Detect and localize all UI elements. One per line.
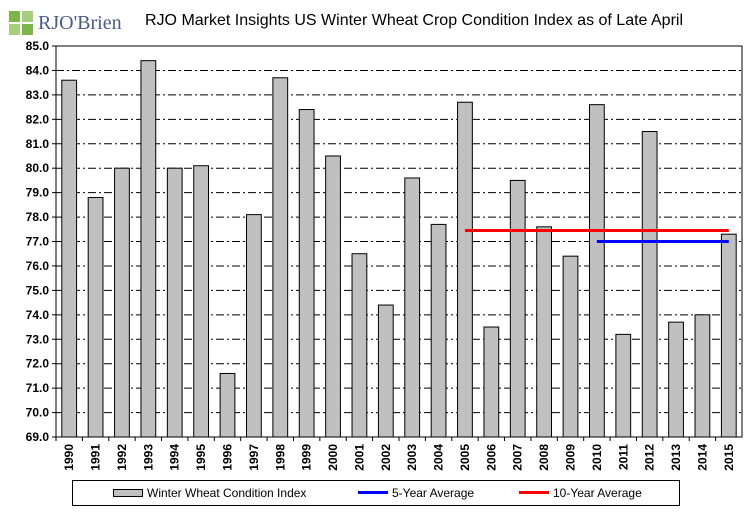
y-tick-label: 78.0 <box>26 210 50 224</box>
bar <box>140 60 157 438</box>
bar <box>720 233 737 438</box>
y-tick-label: 83.0 <box>26 88 50 102</box>
bar <box>668 321 684 438</box>
bar <box>536 226 553 438</box>
legend: Winter Wheat Condition Index 5-Year Aver… <box>72 480 680 506</box>
y-tick-label: 73.0 <box>26 332 50 346</box>
x-tick-label: 2005 <box>458 444 472 471</box>
bar <box>404 177 421 438</box>
chart-title: RJO Market Insights US Winter Wheat Crop… <box>145 12 684 29</box>
bar <box>114 167 130 438</box>
y-tick-label: 71.0 <box>26 381 50 395</box>
y-tick-label: 82.0 <box>26 112 50 126</box>
legend-swatch-bar <box>113 488 143 497</box>
bar <box>562 255 579 438</box>
bar <box>509 179 526 438</box>
y-tick-label: 85.0 <box>26 39 50 53</box>
x-tick-label: 2008 <box>537 444 551 471</box>
legend-label-bars: Winter Wheat Condition Index <box>147 485 307 500</box>
x-tick-label: 2012 <box>643 444 657 471</box>
x-tick-label: 1991 <box>89 444 103 471</box>
x-tick-label: 1994 <box>168 444 182 471</box>
x-tick-label: 1998 <box>273 444 287 471</box>
y-tick-label: 76.0 <box>26 259 50 273</box>
legend-item-10yr: 10-Year Average <box>519 485 642 501</box>
logo-mark-icon <box>9 11 33 35</box>
bar <box>377 304 394 438</box>
bar <box>351 253 368 438</box>
y-tick-label: 74.0 <box>26 308 50 322</box>
x-tick-label: 2004 <box>432 444 446 471</box>
x-tick-label: 2007 <box>511 444 525 471</box>
bar <box>219 372 236 438</box>
x-tick-label: 1996 <box>221 444 235 471</box>
bar <box>694 314 711 438</box>
bar <box>615 333 632 438</box>
legend-label-5yr: 5-Year Average <box>392 485 475 500</box>
bar <box>483 326 500 438</box>
y-tick-label: 69.0 <box>26 430 50 444</box>
legend-label-10yr: 10-Year Average <box>553 485 642 500</box>
x-tick-label: 1999 <box>300 444 314 471</box>
logo-text: RJO'Brien <box>38 12 122 34</box>
x-tick-label: 1995 <box>194 444 208 471</box>
x-tick-label: 2002 <box>379 444 393 471</box>
y-tick-label: 79.0 <box>26 186 50 200</box>
plot-border <box>55 45 743 438</box>
bar <box>325 155 341 438</box>
bar <box>430 223 447 438</box>
x-tick-label: 2011 <box>616 444 630 470</box>
x-tick-label: 2009 <box>564 444 578 471</box>
bar <box>641 131 658 438</box>
x-tick-label: 2010 <box>590 444 604 471</box>
x-tick-label: 2014 <box>695 444 709 471</box>
bar <box>166 167 183 438</box>
bar <box>588 104 605 438</box>
legend-swatch-5yr <box>358 491 388 495</box>
legend-item-bars: Winter Wheat Condition Index <box>113 485 306 501</box>
y-tick-label: 81.0 <box>26 137 50 151</box>
x-tick-label: 1992 <box>115 444 129 471</box>
bar <box>61 79 78 438</box>
bar <box>87 197 104 438</box>
bar <box>298 109 315 438</box>
x-tick-label: 2001 <box>352 444 366 471</box>
legend-swatch-10yr <box>519 491 549 495</box>
x-tick-label: 2003 <box>405 444 419 471</box>
bar <box>245 214 262 438</box>
bar <box>272 77 289 438</box>
y-tick-label: 72.0 <box>26 357 50 371</box>
y-tick-label: 70.0 <box>26 406 50 420</box>
x-tick-label: 1990 <box>62 444 76 471</box>
bar <box>193 165 210 438</box>
legend-item-5yr: 5-Year Average <box>358 485 474 501</box>
y-tick-label: 77.0 <box>26 235 50 249</box>
x-tick-label: 1993 <box>141 444 155 471</box>
y-tick-label: 75.0 <box>26 283 50 297</box>
y-tick-label: 84.0 <box>26 63 50 77</box>
x-tick-label: 1997 <box>247 444 261 471</box>
rjobrien-logo: RJO'Brien <box>8 8 138 38</box>
y-tick-label: 80.0 <box>26 161 50 175</box>
x-tick-label: 2000 <box>326 444 340 471</box>
x-tick-label: 2013 <box>669 444 683 471</box>
x-tick-label: 2015 <box>722 444 736 471</box>
bar <box>457 101 473 438</box>
x-tick-label: 2006 <box>484 444 498 471</box>
